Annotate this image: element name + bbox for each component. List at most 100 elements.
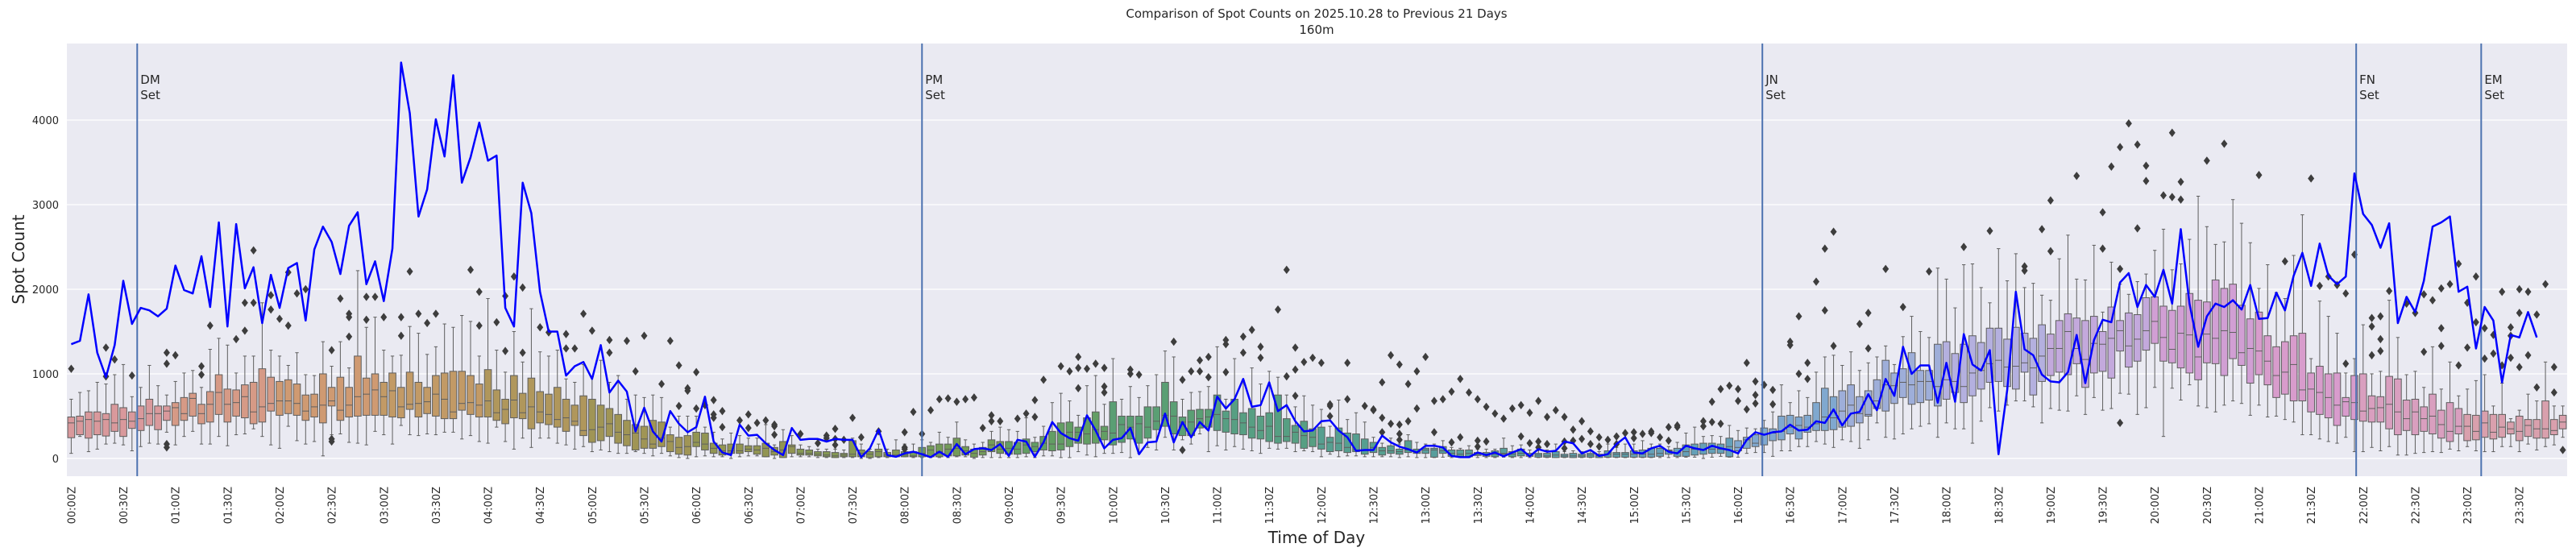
x-tick-label: 16:30Z (1786, 487, 1798, 524)
box-iqr (1977, 342, 1985, 390)
x-tick-label: 12:00Z (1317, 487, 1329, 524)
outlier-point (1474, 442, 1481, 451)
outlier-point (1665, 436, 1672, 446)
box-78 (744, 410, 753, 457)
outlier-point (2308, 174, 2315, 183)
outlier-point (2047, 247, 2054, 255)
outlier-point (2134, 224, 2141, 233)
box-iqr (232, 389, 240, 417)
box-207 (1864, 309, 1873, 441)
box-161 (1465, 388, 1473, 458)
box-284 (2532, 310, 2541, 450)
box-iqr (1847, 384, 1855, 427)
box-iqr (2342, 396, 2350, 417)
box-iqr (1430, 447, 1438, 458)
box-174 (1578, 417, 1586, 458)
outlier-point (562, 344, 570, 353)
box-iqr (1100, 425, 1109, 441)
outlier-point (2455, 259, 2462, 268)
box-249 (2229, 199, 2237, 402)
outlier-point (1699, 417, 1707, 425)
current-day-line (70, 61, 2538, 458)
box-iqr (1387, 445, 1395, 454)
box-iqr (874, 448, 883, 458)
box-iqr (180, 396, 189, 421)
box-125 (1152, 374, 1160, 450)
box-241 (2159, 191, 2167, 438)
x-tick-label: 09:00Z (1004, 487, 1016, 524)
box-iqr (2116, 320, 2124, 352)
outlier-point (2524, 351, 2532, 360)
box-38 (397, 313, 405, 426)
box-86 (814, 438, 822, 458)
box-iqr (1421, 447, 1429, 454)
box-80 (761, 416, 770, 458)
box-124 (1143, 385, 1152, 448)
box-iqr (1317, 426, 1325, 450)
outlier-point (2134, 140, 2141, 149)
outlier-point (1752, 399, 1759, 408)
box-32 (345, 309, 353, 443)
box-46 (467, 265, 475, 437)
outlier-point (2437, 324, 2445, 333)
outlier-point (1630, 428, 1637, 437)
box-203 (1829, 227, 1838, 448)
box-65 (631, 367, 640, 453)
box-iqr (223, 388, 232, 423)
box-iqr (1256, 415, 1265, 440)
x-tick-label: 10:30Z (1160, 487, 1172, 524)
box-272 (2429, 296, 2437, 453)
box-218 (1960, 243, 1968, 429)
box-iqr (570, 404, 579, 426)
outlier-point (1648, 429, 1655, 438)
box-iqr (2012, 326, 2020, 390)
box-iqr (744, 445, 753, 453)
x-tick-label: 12:30Z (1369, 487, 1381, 524)
outlier-point (1179, 446, 1186, 454)
outlier-point (1717, 384, 1724, 394)
outlier-point (2125, 119, 2132, 128)
outlier-point (962, 395, 969, 404)
box-0 (67, 364, 76, 454)
outlier-point (250, 298, 257, 307)
outlier-point (1735, 396, 1742, 405)
outlier-point (1821, 306, 1828, 315)
outlier-point (2377, 346, 2384, 355)
x-tick-label: 04:30Z (535, 487, 547, 524)
box-iqr (1143, 406, 1152, 439)
box-138 (1265, 371, 1274, 449)
box-iqr (145, 398, 154, 426)
box-iqr (241, 384, 249, 419)
outlier-point (719, 406, 726, 416)
outlier-point (241, 326, 248, 335)
box-213 (1916, 330, 1925, 427)
box-iqr (1960, 343, 1968, 404)
box-iqr (545, 393, 553, 425)
outlier-point (1396, 420, 1403, 429)
outlier-point (1769, 400, 1777, 409)
box-iqr (2176, 305, 2185, 369)
outlier-point (588, 326, 595, 335)
x-tick-label: 23:00Z (2462, 487, 2474, 524)
outlier-point (328, 346, 335, 355)
x-tick-label: 07:00Z (795, 487, 807, 524)
box-285 (2541, 280, 2549, 447)
outlier-point (1665, 422, 1672, 432)
outlier-point (675, 361, 682, 370)
outlier-point (571, 344, 579, 353)
box-iqr (1812, 402, 1820, 431)
box-iqr (458, 371, 467, 411)
box-iqr (718, 444, 727, 456)
box-iqr (432, 375, 440, 417)
outlier-point (1856, 319, 1863, 329)
box-188 (1699, 417, 1707, 459)
outlier-point (1526, 438, 1533, 448)
outlier-point (475, 321, 483, 330)
box-121 (1118, 398, 1126, 454)
box-iqr (197, 404, 205, 425)
box-iqr (2159, 305, 2167, 362)
box-152 (1387, 351, 1395, 458)
box-iqr (701, 432, 709, 450)
box-iqr (1378, 446, 1387, 456)
box-iqr (2350, 375, 2358, 421)
